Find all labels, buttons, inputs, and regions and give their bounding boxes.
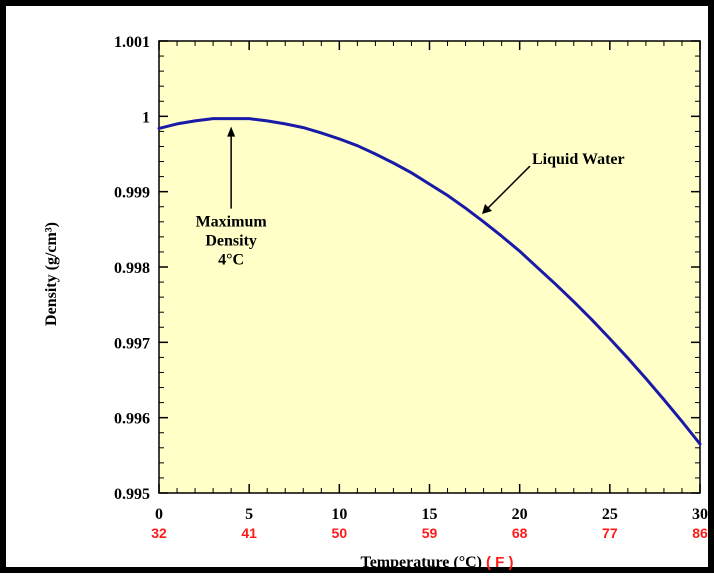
liquid-water-label: Liquid Water: [532, 151, 625, 168]
y-tick-label: 0.997: [114, 335, 150, 352]
x-axis-title-group: Temperature (°C) ( F ): [361, 554, 514, 571]
y-tick-label: 0.996: [114, 411, 150, 428]
liquid-water-arrow-shaft: [487, 165, 531, 209]
annotations: Maximum Density 4°C Liquid Water: [196, 126, 625, 269]
liquid-water-arrowhead: [481, 204, 492, 215]
x-tick-label-fahrenheit: 77: [602, 525, 618, 541]
x-axis-title: Temperature (°C): [361, 554, 482, 571]
density-chart: 0 32 5 41 10 50 15 59 20 68 25 77 30 86 0.995 0.996 0.99…: [43, 34, 708, 571]
density-curve: [157, 117, 702, 446]
max-density-arrowhead: [227, 126, 236, 137]
x-tick-label: 30: [692, 506, 708, 523]
x-tick-label: 10: [331, 506, 347, 523]
y-tick-label: 1.001: [114, 34, 150, 51]
x-tick-label: 20: [512, 506, 528, 523]
y-tick-label: 0.999: [114, 185, 150, 202]
x-tick-label-fahrenheit: 86: [692, 525, 708, 541]
x-tick-label-fahrenheit: 50: [332, 525, 348, 541]
max-density-label-line: Density: [205, 233, 257, 250]
x-tick-label: 15: [422, 506, 438, 523]
max-density-label-line: Maximum: [196, 214, 268, 231]
y-tick-label: 0.995: [114, 486, 150, 503]
y-tick-label: 1: [142, 109, 150, 126]
x-tick-label-fahrenheit: 59: [422, 525, 438, 541]
x-tick-label-fahrenheit: 32: [151, 525, 167, 541]
x-tick-label: 25: [602, 506, 618, 523]
max-density-label: Maximum Density 4°C: [196, 214, 268, 269]
tick-labels: 0 32 5 41 10 50 15 59 20 68 25 77 30 86 0.995 0.996 0.99…: [114, 34, 708, 541]
series-layer: [157, 117, 702, 446]
x-tick-label-fahrenheit: 41: [241, 525, 257, 541]
tick-marks: [158, 40, 701, 494]
x-tick-label: 0: [155, 506, 163, 523]
y-tick-label: 0.998: [114, 260, 150, 277]
x-axis-unit-fahrenheit: ( F ): [486, 554, 514, 571]
x-tick-label: 5: [245, 506, 253, 523]
max-density-label-line: 4°C: [218, 252, 244, 269]
x-tick-label-fahrenheit: 68: [512, 525, 528, 541]
y-axis-title: Density (g/cm³): [43, 222, 60, 326]
plot-area: [158, 40, 701, 494]
